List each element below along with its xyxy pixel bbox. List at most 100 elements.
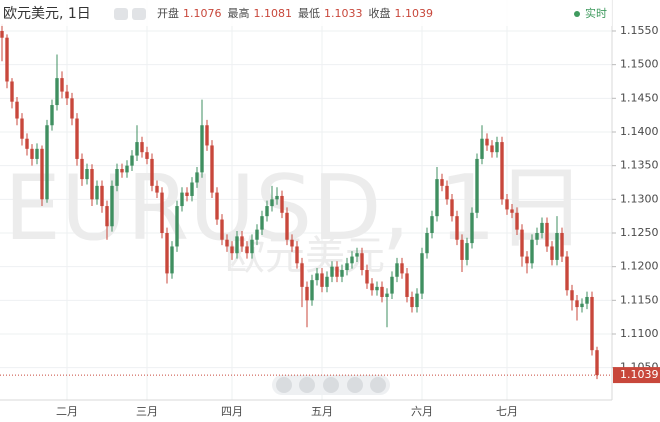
candle-body [270,199,274,207]
candle-body [120,169,124,173]
candle-body [285,212,289,240]
candle-body [525,256,529,264]
candle-body [415,293,419,308]
watermark: EURUSD, 1日 [4,156,586,261]
candle-body [475,158,479,213]
ohlc-value: 1.1081 [254,7,293,20]
candle-body [530,239,534,264]
candle-body [160,192,164,233]
candle-body [30,148,34,159]
last-price-tag [613,367,660,384]
candle-body [595,350,599,376]
candle-body [490,145,494,153]
candle-body [370,283,374,291]
candle-body [80,158,84,180]
candle-body [465,243,469,260]
eye-icon[interactable] [114,8,128,20]
candle-body [420,253,424,294]
y-tick-label: 1.1150 [620,293,659,306]
candle-body [365,270,369,284]
candle-body [170,246,174,274]
candle-body [545,222,549,247]
ohlc-label: 最低 [298,7,320,20]
candle-body [430,216,434,233]
candle-body [515,212,519,230]
candle-body [15,101,19,119]
reset[interactable] [323,377,339,393]
y-tick-label: 1.1450 [620,91,659,104]
candle-body [455,216,459,240]
ohlc-value: 1.1033 [324,7,363,20]
candle-body [580,303,584,308]
nav-buttons [272,375,390,395]
header-bg [0,0,612,26]
candle-body [355,253,359,257]
candle-body [320,273,324,287]
candle-body [325,276,329,287]
candle-body [315,273,319,281]
candle-body [560,232,564,257]
candle-body [310,280,314,301]
candle-body [555,232,559,260]
x-tick-label: 六月 [411,405,433,418]
candle-body [245,246,249,254]
candle-body [535,232,539,240]
candle-body [240,236,244,247]
candle-body [215,192,219,220]
candle-body [100,185,104,207]
candle-body [45,125,49,200]
candle-body [400,263,404,274]
ohlc-label: 收盘 [369,6,391,20]
y-tick-label: 1.1200 [620,260,659,273]
candle-body [35,148,39,159]
scroll-right[interactable] [370,377,386,393]
candle-body [440,179,444,186]
candle-body [145,152,149,159]
candle-body [200,125,204,173]
candle-body [230,246,234,254]
y-tick-label: 1.1550 [620,24,659,37]
candle-body [0,30,4,38]
y-tick-label: 1.1250 [620,226,659,239]
candle-body [250,239,254,254]
candle-body [435,179,439,217]
symbol-title: 欧元美元, 1日 [3,6,91,22]
candle-body [55,78,59,106]
zoom-out[interactable] [299,377,315,393]
last-price-label: 1.1039 [620,368,659,381]
candle-body [60,78,64,92]
candle-body [495,142,499,153]
candle-body [575,300,579,308]
candle-body [105,206,109,227]
y-tick-label: 1.1400 [620,125,659,138]
candle-body [540,222,544,233]
candle-body [40,148,44,200]
y-tick-label: 1.1500 [620,58,659,71]
status: 实时 [585,6,607,20]
candle-body [445,185,449,200]
x-tick-label: 二月 [56,405,78,418]
candle-body [565,256,569,291]
candle-body [95,185,99,200]
candle-body [70,98,74,119]
candle-body [375,286,379,291]
candle-body [290,239,294,247]
candle-body [115,169,119,186]
candle-body [85,169,89,180]
candle-body [350,256,354,264]
gear-icon[interactable] [132,8,146,20]
candle-body [275,195,279,200]
candle-body [155,185,159,193]
candle-body [220,219,224,240]
ohlc-label: 开盘 [157,6,179,20]
candle-body [505,199,509,210]
candle-body [140,142,144,153]
zoom-in[interactable] [347,377,363,393]
candle-body [210,145,214,193]
candle-body [110,185,114,227]
scroll-left[interactable] [276,377,292,393]
header-icons [114,8,146,20]
